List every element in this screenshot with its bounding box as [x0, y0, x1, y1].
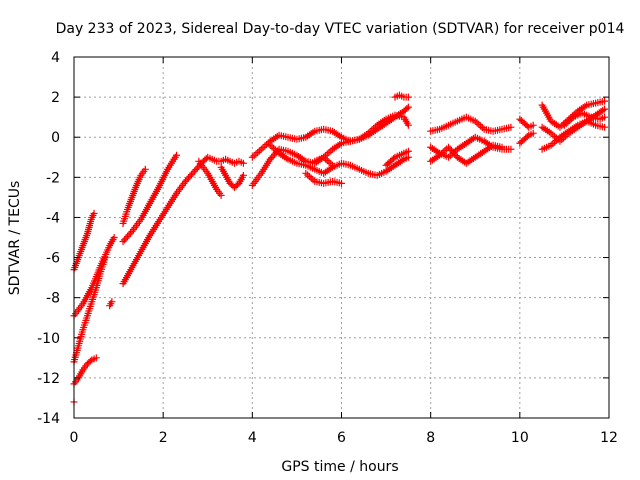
y-tick-label: 2 — [51, 90, 60, 106]
x-tick-label: 0 — [70, 430, 79, 446]
y-tick-label: -14 — [37, 411, 60, 427]
y-tick-label: -10 — [37, 331, 60, 347]
data-track-21 — [427, 141, 506, 167]
x-tick-label: 8 — [426, 430, 435, 446]
x-tick-label: 6 — [337, 430, 346, 446]
data-track-19 — [427, 113, 515, 135]
data-track-18 — [382, 147, 412, 169]
y-tick-label: -2 — [46, 170, 60, 186]
y-tick-label: -4 — [46, 210, 60, 226]
x-tick-label: 2 — [159, 430, 168, 446]
data-track-14 — [266, 141, 412, 179]
y-tick-label: 0 — [51, 130, 60, 146]
grid-lines — [74, 57, 609, 418]
x-tick-label: 10 — [511, 430, 529, 446]
data-track-23 — [516, 129, 537, 147]
data-track-27 — [560, 109, 609, 129]
data-track-8 — [119, 151, 181, 246]
x-axis-label: GPS time / hours — [281, 459, 398, 475]
data-track-15 — [302, 169, 345, 187]
data-track-10 — [195, 157, 225, 199]
y-tick-label: -8 — [46, 291, 60, 307]
y-tick-label: -6 — [46, 251, 60, 267]
data-track-11 — [217, 163, 247, 191]
data-track-16 — [311, 153, 337, 169]
data-track-22 — [516, 115, 537, 131]
data-track-6 — [106, 298, 116, 310]
x-tick-label: 4 — [248, 430, 257, 446]
data-track-13 — [248, 111, 412, 189]
chart-title: Day 233 of 2023, Sidereal Day-to-day VTE… — [56, 21, 625, 37]
y-axis-label: SDTVAR / TECUs — [7, 181, 23, 296]
data-track-7 — [119, 165, 149, 227]
data-track-9 — [119, 153, 247, 288]
x-tick-label: 12 — [600, 430, 618, 446]
y-tick-label: -12 — [37, 371, 60, 387]
data-track-26 — [538, 117, 609, 145]
y-tick-label: 4 — [51, 50, 60, 66]
data-track-17 — [391, 91, 412, 101]
axis-ticks: 0 2 4 6 8 10 12 -14 -12 -10 -8 -6 -4 -2 0 2 4 — [37, 50, 618, 446]
